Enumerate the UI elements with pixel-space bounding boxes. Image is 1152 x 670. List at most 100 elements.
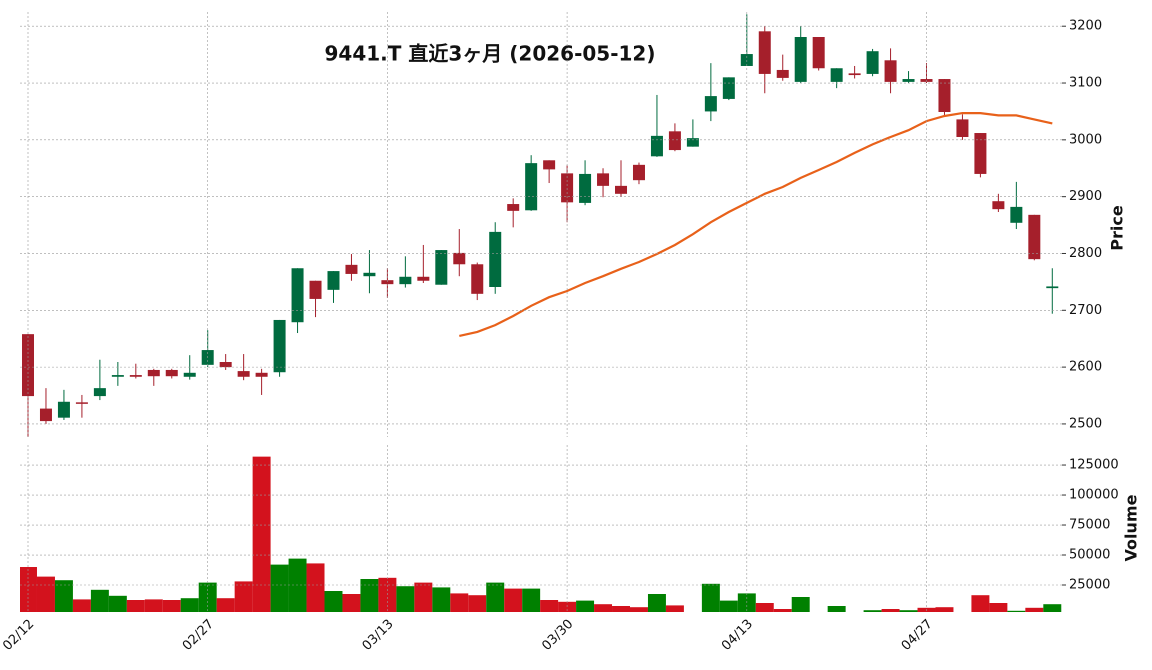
- candle-body: [992, 201, 1005, 210]
- candle-body: [399, 276, 412, 285]
- y-tick-label: 75000: [1069, 518, 1110, 533]
- candle-body: [848, 73, 861, 76]
- y-axis-label: Price: [1108, 205, 1127, 251]
- candle-body: [273, 319, 286, 373]
- volume-bar: [594, 604, 613, 612]
- candle-body: [722, 77, 735, 99]
- chart-title: 9441.T 直近3ヶ月 (2026-05-12): [325, 42, 656, 66]
- volume-bar: [1043, 604, 1062, 612]
- volume-bar: [719, 600, 738, 612]
- volume-bar: [414, 582, 433, 612]
- x-tick-label: 04/27: [899, 617, 936, 654]
- volume-bar: [54, 580, 73, 612]
- volume-bar: [935, 607, 954, 612]
- volume-bar: [342, 594, 361, 612]
- y-tick-label: 100000: [1069, 488, 1119, 503]
- y-tick-label: 2800: [1069, 246, 1102, 261]
- volume-bar: [450, 593, 469, 612]
- candle-body: [884, 60, 897, 82]
- candle-body: [902, 79, 915, 82]
- candle-body: [417, 276, 430, 281]
- volume-bar: [846, 612, 864, 615]
- volume-bar: [522, 588, 541, 612]
- volume-bar: [576, 600, 595, 612]
- volume-bar: [504, 588, 523, 612]
- x-tick-label: 03/30: [539, 617, 576, 654]
- candle-body: [111, 375, 124, 377]
- volume-bar: [306, 563, 325, 612]
- volume-bar: [647, 594, 666, 612]
- y-tick-label: 2900: [1069, 189, 1102, 204]
- y-tick-label: 2500: [1069, 416, 1102, 431]
- volume-bar: [126, 600, 145, 612]
- candle-body: [776, 69, 789, 78]
- candle-body: [93, 388, 106, 397]
- candle-body: [219, 362, 232, 368]
- volume-bar: [755, 603, 774, 612]
- candle-body: [129, 375, 142, 377]
- volume-bar: [432, 587, 451, 612]
- candle-body: [830, 68, 843, 82]
- candle-body: [525, 163, 538, 211]
- candle-body: [237, 371, 250, 377]
- candle-body: [507, 204, 520, 211]
- volume-bar: [701, 583, 720, 612]
- candle-body: [704, 96, 717, 112]
- candle-body: [57, 401, 70, 418]
- candle-body: [956, 119, 969, 137]
- candle-body: [974, 133, 987, 174]
- volume-bar: [216, 598, 235, 612]
- candle-body: [327, 271, 340, 290]
- candle-body: [758, 31, 771, 74]
- volume-bar: [971, 595, 990, 612]
- candle-body: [615, 185, 628, 194]
- candle-body: [812, 37, 825, 69]
- candle-body: [1010, 206, 1023, 223]
- candle-body: [255, 372, 268, 377]
- volume-axis-label: Volume: [1122, 494, 1141, 561]
- candle-body: [381, 280, 394, 285]
- volume-bar: [360, 579, 379, 612]
- volume-bar: [20, 567, 37, 612]
- volume-bar: [234, 581, 253, 612]
- volume-bar: [881, 609, 900, 612]
- candle-body: [363, 272, 376, 277]
- y-tick-label: 2700: [1069, 303, 1102, 318]
- volume-bar: [540, 600, 559, 612]
- y-tick-label: 3100: [1069, 76, 1102, 91]
- volume-bar: [684, 612, 702, 615]
- candle-body: [165, 369, 178, 377]
- volume-bar: [953, 612, 971, 615]
- y-tick-label: 2600: [1069, 360, 1102, 375]
- y-tick-label: 25000: [1069, 578, 1110, 593]
- candle-body: [489, 231, 502, 287]
- moving-average: [459, 112, 1053, 337]
- candle-body: [686, 138, 699, 147]
- volume-bar: [396, 586, 415, 612]
- volume-bar: [144, 599, 163, 612]
- candle-body: [668, 131, 681, 151]
- x-tick-label: 03/13: [360, 617, 397, 654]
- volume-bar: [252, 456, 271, 612]
- candle-body: [75, 402, 88, 404]
- x-tick-label: 02/27: [180, 617, 217, 654]
- volume-bar: [468, 595, 487, 612]
- candle-body: [345, 264, 358, 274]
- candle-body: [866, 51, 879, 74]
- volume-panel: [20, 456, 1062, 615]
- candle-body: [309, 280, 322, 299]
- volume-bar: [1007, 610, 1026, 612]
- candle-body: [471, 264, 484, 294]
- candle-body: [435, 250, 448, 285]
- candle-body: [579, 173, 592, 203]
- candle-body: [147, 369, 160, 377]
- volume-bar: [629, 607, 648, 612]
- volume-bar: [827, 606, 846, 612]
- candle-body: [453, 252, 466, 265]
- volume-bar: [665, 605, 684, 612]
- candle-body: [561, 173, 574, 203]
- price-panel: [22, 14, 1059, 437]
- volume-bar: [486, 582, 505, 612]
- candle-body: [632, 164, 645, 181]
